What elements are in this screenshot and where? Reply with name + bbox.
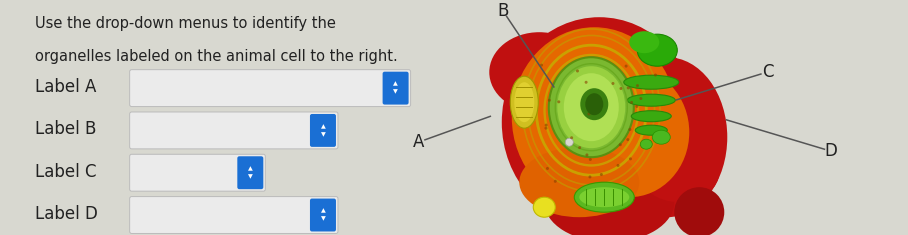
Ellipse shape [510,76,538,128]
Ellipse shape [558,100,560,103]
Text: B: B [497,2,508,20]
Ellipse shape [637,34,677,66]
Ellipse shape [619,143,622,146]
Ellipse shape [607,57,727,217]
Ellipse shape [617,164,619,167]
Ellipse shape [636,125,667,135]
Ellipse shape [579,187,629,207]
Ellipse shape [587,113,590,115]
Text: Label D: Label D [35,205,97,223]
Ellipse shape [548,57,634,157]
Ellipse shape [627,94,676,106]
Text: ▲: ▲ [248,166,252,171]
Ellipse shape [627,86,630,89]
Ellipse shape [629,31,659,53]
Ellipse shape [512,27,676,207]
Ellipse shape [629,157,632,160]
FancyBboxPatch shape [310,114,336,147]
Ellipse shape [576,70,579,72]
Ellipse shape [639,97,642,100]
Ellipse shape [514,82,534,122]
FancyBboxPatch shape [130,112,338,149]
Text: C: C [762,63,774,81]
Ellipse shape [640,139,652,149]
Ellipse shape [558,66,626,148]
Text: ▲: ▲ [321,208,325,214]
Ellipse shape [574,182,635,212]
Text: ▼: ▼ [321,216,325,222]
Text: ▼: ▼ [248,174,252,179]
Ellipse shape [625,65,627,68]
Ellipse shape [519,147,639,217]
Ellipse shape [564,73,618,141]
Ellipse shape [545,124,548,127]
FancyBboxPatch shape [130,154,265,191]
Ellipse shape [636,84,639,87]
FancyBboxPatch shape [382,72,409,105]
FancyBboxPatch shape [310,199,336,231]
Ellipse shape [586,153,588,157]
Ellipse shape [627,138,629,141]
Ellipse shape [639,142,719,202]
Ellipse shape [540,64,543,67]
Ellipse shape [588,158,592,161]
Ellipse shape [675,187,725,235]
Text: Use the drop-down menus to identify the: Use the drop-down menus to identify the [35,16,335,31]
Text: Label B: Label B [35,120,96,138]
Text: ▲: ▲ [321,124,325,129]
Ellipse shape [566,138,573,146]
Ellipse shape [611,82,615,85]
Text: organelles labeled on the animal cell to the right.: organelles labeled on the animal cell to… [35,49,398,64]
Ellipse shape [489,32,589,112]
Text: Label C: Label C [35,163,96,180]
Ellipse shape [588,176,591,178]
FancyBboxPatch shape [130,196,338,234]
Ellipse shape [545,127,548,130]
Text: D: D [824,142,837,160]
FancyBboxPatch shape [130,70,410,107]
Ellipse shape [586,93,603,115]
Text: Label A: Label A [35,78,96,96]
Ellipse shape [554,180,557,183]
Text: ▼: ▼ [393,90,398,95]
Ellipse shape [570,136,573,139]
Ellipse shape [652,130,670,144]
Ellipse shape [546,167,549,170]
Ellipse shape [502,17,696,227]
Ellipse shape [600,173,603,176]
Ellipse shape [544,162,675,235]
Text: A: A [412,133,424,151]
Ellipse shape [619,87,623,90]
Ellipse shape [624,75,679,89]
Ellipse shape [578,146,581,149]
Ellipse shape [569,67,689,197]
Ellipse shape [630,101,633,104]
Ellipse shape [533,197,556,217]
Ellipse shape [585,81,587,84]
Ellipse shape [631,111,671,122]
Ellipse shape [580,88,608,120]
Text: ▼: ▼ [321,132,325,137]
Ellipse shape [548,99,551,102]
Ellipse shape [636,105,638,108]
Text: ▲: ▲ [393,82,398,87]
Ellipse shape [628,128,631,131]
FancyBboxPatch shape [237,156,263,189]
Ellipse shape [654,74,657,77]
